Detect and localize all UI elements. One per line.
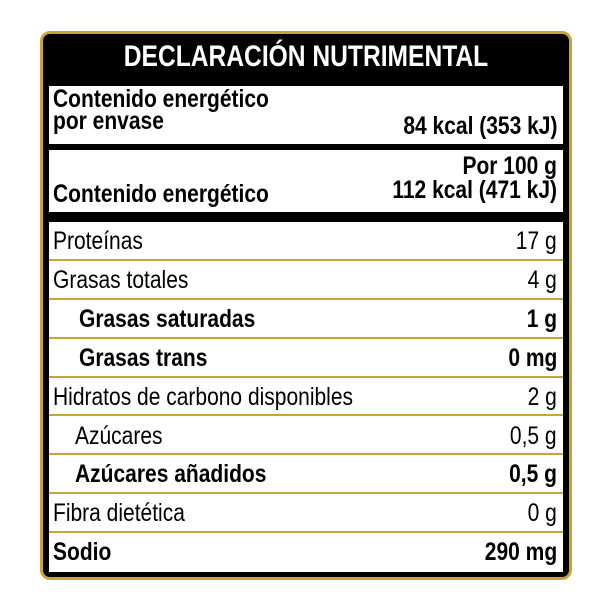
title: DECLARACIÓN NUTRIMENTAL bbox=[123, 40, 489, 73]
row-label: Contenido energético por envase bbox=[53, 85, 269, 135]
label-body: Contenido energético por envase 84 kcal (… bbox=[49, 86, 563, 572]
energy-100g-row: Por 100 g 112 kcal (471 kJ) Contenido ene… bbox=[49, 150, 563, 212]
nutrient-amount: 0,5 g bbox=[509, 460, 557, 489]
nutrient-amount: 17 g bbox=[516, 227, 557, 255]
row-label: Contenido energético bbox=[53, 180, 269, 208]
nutrient-name: Hidratos de carbono disponibles bbox=[53, 382, 354, 411]
nutrient-row: Fibra dietética 0 g bbox=[49, 494, 563, 534]
nutrient-amount: 290 mg bbox=[484, 538, 557, 567]
value: 112 kcal (471 kJ) bbox=[392, 176, 557, 204]
nutrient-name: Proteínas bbox=[53, 227, 143, 255]
nutrient-amount: 1 g bbox=[526, 304, 557, 333]
nutrient-row: Hidratos de carbono disponibles 2 g bbox=[49, 378, 563, 417]
label-line: Contenido energético bbox=[53, 85, 269, 113]
row-value: 84 kcal (353 kJ) bbox=[402, 112, 557, 140]
nutrient-amount: 2 g bbox=[527, 382, 557, 411]
nutrition-label: DECLARACIÓN NUTRIMENTAL Contenido energé… bbox=[40, 31, 572, 580]
nutrient-amount: 0 g bbox=[527, 499, 557, 528]
nutrient-name: Grasas saturadas bbox=[79, 304, 256, 333]
nutrient-row: Azúcares 0,5 g bbox=[49, 417, 563, 456]
nutrient-row: Sodio 290 mg bbox=[49, 533, 563, 572]
nutrient-name: Fibra dietética bbox=[53, 499, 185, 528]
column-header: Por 100 g bbox=[462, 152, 557, 180]
separator bbox=[49, 212, 563, 222]
nutrient-row: Grasas saturadas 1 g bbox=[49, 300, 563, 339]
separator bbox=[49, 144, 563, 150]
nutrient-name: Azúcares bbox=[75, 421, 163, 450]
nutrient-name: Azúcares añadidos bbox=[75, 460, 267, 489]
label-line: por envase bbox=[53, 107, 164, 135]
nutrient-amount: 0,5 g bbox=[510, 421, 557, 450]
nutrient-name: Grasas totales bbox=[53, 265, 189, 294]
row-value: Por 100 g 112 kcal (471 kJ) bbox=[392, 152, 557, 204]
nutrient-amount: 0 mg bbox=[507, 343, 557, 372]
nutrient-name: Sodio bbox=[53, 538, 112, 567]
nutrient-row: Azúcares añadidos 0,5 g bbox=[49, 455, 563, 495]
nutrient-row: Grasas totales 4 g bbox=[49, 261, 563, 300]
nutrient-row: Grasas trans 0 mg bbox=[49, 339, 563, 378]
nutrient-amount: 4 g bbox=[527, 265, 557, 294]
energy-container-row: Contenido energético por envase 84 kcal (… bbox=[49, 86, 563, 144]
nutrient-row: Proteínas 17 g bbox=[49, 222, 563, 261]
nutrient-name: Grasas trans bbox=[79, 343, 208, 372]
